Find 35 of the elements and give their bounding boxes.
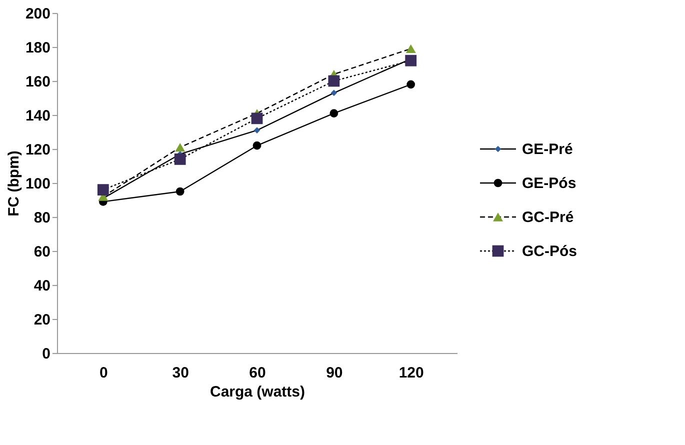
point [328, 75, 340, 87]
point [406, 44, 416, 54]
legend-label: GC-Pós [522, 243, 578, 260]
point [251, 112, 263, 124]
point [176, 187, 184, 196]
x-tick-label: 0 [99, 364, 108, 382]
y-tick-label: 200 [25, 6, 50, 22]
y-tick-label: 40 [34, 278, 50, 294]
point [97, 184, 109, 196]
y-tick-label: 20 [34, 312, 50, 328]
point [330, 90, 338, 96]
legend-label: GC-Pré [522, 209, 574, 226]
x-axis-title: Carga (watts) [210, 384, 306, 400]
x-tick-label: 60 [249, 364, 266, 382]
y-tick-label: 0 [42, 346, 50, 362]
x-tick-label: 120 [398, 364, 424, 382]
y-tick-label: 120 [25, 142, 50, 158]
point [252, 141, 262, 150]
legend-label: GE-Pós [522, 175, 576, 192]
x-tick-label: 30 [172, 364, 189, 382]
y-tick-label: 160 [25, 74, 50, 90]
point [254, 127, 260, 134]
point [406, 80, 416, 89]
y-tick-label: 80 [34, 210, 50, 226]
point [175, 142, 186, 152]
y-axis-title: FC (bpm) [5, 150, 22, 216]
point [174, 154, 186, 165]
x-tick-label: 90 [326, 364, 343, 382]
y-tick-label: 60 [34, 244, 50, 260]
y-tick-label: 100 [25, 176, 50, 192]
point [405, 54, 417, 66]
legend-label: GE-Pré [522, 141, 573, 158]
y-tick-label: 140 [25, 108, 50, 124]
y-tick-label: 180 [25, 40, 50, 56]
point [330, 109, 338, 118]
